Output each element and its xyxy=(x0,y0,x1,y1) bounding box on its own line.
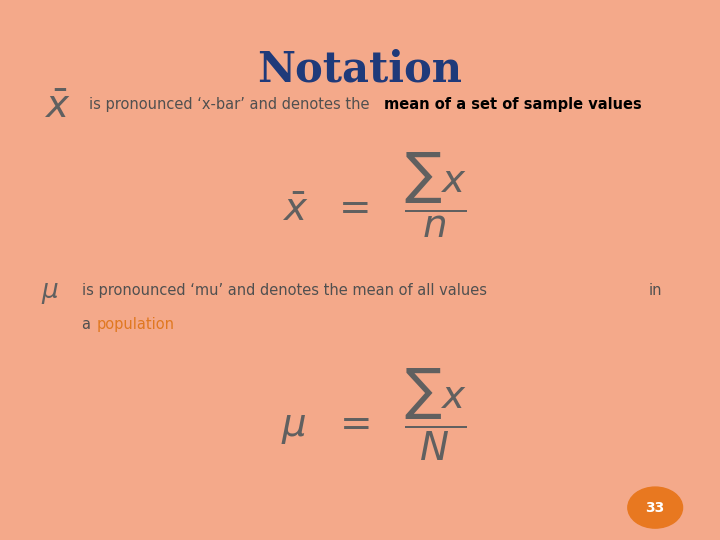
Text: 33: 33 xyxy=(646,501,665,515)
Circle shape xyxy=(628,487,683,528)
Text: mean of a set of sample values: mean of a set of sample values xyxy=(384,97,642,112)
Text: is pronounced ‘x-bar’ and denotes the: is pronounced ‘x-bar’ and denotes the xyxy=(89,97,374,112)
Text: Notation: Notation xyxy=(258,48,462,90)
Text: $\mu\ \ =\ \ \dfrac{\sum x}{N}$: $\mu\ \ =\ \ \dfrac{\sum x}{N}$ xyxy=(281,367,467,463)
Text: $\bar{x}\ \ =\ \ \dfrac{\sum x}{n}$: $\bar{x}\ \ =\ \ \dfrac{\sum x}{n}$ xyxy=(282,151,467,240)
Text: $\mu$: $\mu$ xyxy=(41,280,59,306)
Text: $\bar{x}$: $\bar{x}$ xyxy=(44,89,71,126)
Text: in: in xyxy=(649,283,662,298)
Text: a: a xyxy=(81,316,95,332)
Text: population: population xyxy=(97,316,175,332)
Text: is pronounced ‘mu’ and denotes the mean of all values: is pronounced ‘mu’ and denotes the mean … xyxy=(81,283,487,298)
